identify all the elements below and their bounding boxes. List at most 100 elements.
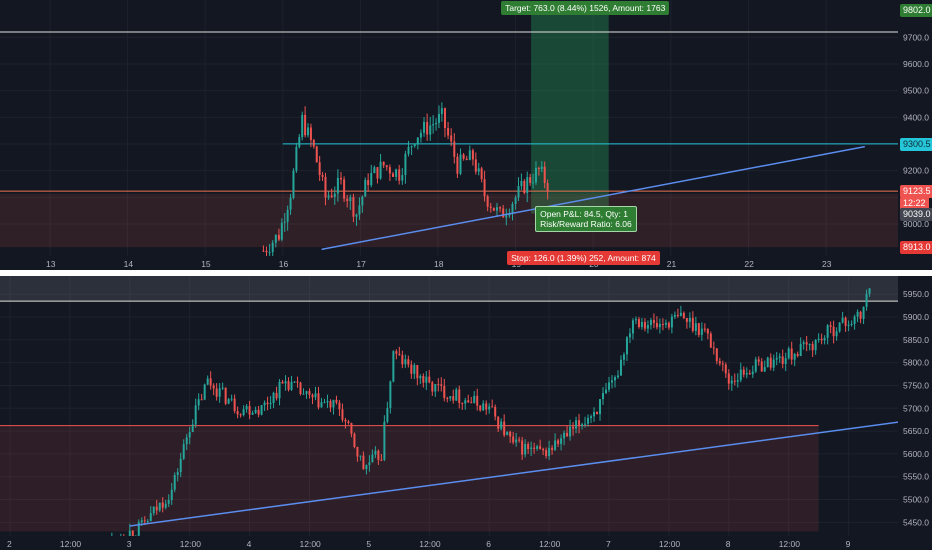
candle-body <box>284 381 287 384</box>
candle-body <box>155 506 158 511</box>
candle-body <box>401 175 404 181</box>
candle-body <box>269 403 272 405</box>
candle-body <box>326 400 329 403</box>
candle-body <box>817 338 820 340</box>
candle-body <box>739 369 742 381</box>
candle-body <box>274 234 277 243</box>
candle-body <box>251 412 254 415</box>
candle-body <box>227 399 230 404</box>
candle-body <box>450 135 453 142</box>
candle-body <box>245 406 248 410</box>
candle-body <box>388 167 391 174</box>
candle-body <box>386 408 389 422</box>
candle-body <box>431 382 434 392</box>
candle-body <box>435 122 438 125</box>
x-tick-label: 14 <box>124 259 134 269</box>
candle-body <box>398 169 401 181</box>
candle-body <box>742 369 745 375</box>
candle-body <box>385 165 388 168</box>
candle-body <box>437 113 440 123</box>
candle-body <box>346 198 349 202</box>
candle-body <box>718 361 721 364</box>
candle-body <box>266 402 269 405</box>
candle-body <box>197 399 200 406</box>
candle-body <box>329 400 332 408</box>
x-tick-label: 21 <box>667 259 677 269</box>
candle-body <box>440 384 443 386</box>
candle-body <box>593 411 596 417</box>
candle-body <box>340 177 342 180</box>
candle-body <box>185 437 188 445</box>
candle-body <box>423 122 426 133</box>
position-pnl-line: Open P&L: 84.5, Qty: 1 <box>540 208 628 219</box>
candle-body <box>443 108 446 129</box>
candle-body <box>778 356 781 358</box>
candle-body <box>152 506 155 514</box>
candle-body <box>832 326 835 337</box>
candle-body <box>703 328 706 330</box>
candle-body <box>670 316 673 328</box>
candle-body <box>376 167 379 179</box>
candle-body <box>299 382 302 394</box>
candle-body <box>407 359 410 365</box>
candle-body <box>332 399 335 408</box>
candle-body <box>330 195 333 197</box>
candle-body <box>823 337 826 341</box>
candle-body <box>143 520 146 522</box>
candle-body <box>465 158 468 161</box>
candle-body <box>383 421 386 460</box>
candle-body <box>619 359 622 376</box>
position-pnl-label: Open P&L: 84.5, Qty: 1 Risk/Reward Ratio… <box>535 205 637 232</box>
x-tick-label: 9 <box>846 539 851 549</box>
candle-body <box>838 322 841 332</box>
candle-body <box>533 447 536 449</box>
candle-body <box>389 381 392 409</box>
candle-body <box>643 321 646 329</box>
candle-body <box>271 242 274 253</box>
candle-body <box>511 203 514 214</box>
candle-body <box>432 124 435 126</box>
candle-body <box>805 342 808 345</box>
candle-body <box>814 339 817 351</box>
candle-body <box>566 432 569 437</box>
candle-body <box>368 462 371 466</box>
candle-body <box>517 186 520 198</box>
candle-body <box>499 207 502 209</box>
candle-body <box>563 432 566 439</box>
candle-body <box>736 380 739 382</box>
top-candlestick-chart[interactable]: 9700.09600.09500.09400.09300.09200.09100… <box>0 0 932 270</box>
candle-body <box>361 196 364 206</box>
candle-body <box>491 406 494 408</box>
candle-body <box>667 322 670 328</box>
candle-body <box>352 197 355 217</box>
position-target-label: Target: 763.0 (8.44%) 1526, Amount: 1763 <box>501 1 670 15</box>
candle-body <box>587 418 590 424</box>
x-tick-label: 7 <box>606 539 611 549</box>
y-tick-label: 9500.0 <box>903 86 929 96</box>
bottom-candlestick-chart[interactable]: 5950.0 5900.0 5850.0 5800.0 5750.0 5700.0 5650… <box>0 276 932 550</box>
candle-body <box>209 378 212 386</box>
y-tick-label: 5800.0 <box>903 358 929 368</box>
x-tick-label: 18 <box>434 259 444 269</box>
candle-body <box>480 168 483 180</box>
x-tick-label: 12:00 <box>300 539 322 549</box>
candle-body <box>272 392 275 404</box>
candle-body <box>224 387 227 404</box>
candle-body <box>486 196 489 207</box>
candle-body <box>608 382 610 390</box>
top-chart-pane[interactable]: 9700.09600.09500.09400.09300.09200.09100… <box>0 0 932 270</box>
candle-body <box>367 179 370 186</box>
candle-body <box>495 207 498 211</box>
candle-body <box>440 108 443 114</box>
y-tick-label: 9200.0 <box>903 166 929 176</box>
candle-body <box>437 384 440 386</box>
pane-divider[interactable] <box>0 270 932 276</box>
candle-body <box>471 150 474 160</box>
candle-body <box>298 137 301 147</box>
price-tag: 9802.0 <box>900 4 932 18</box>
bottom-chart-pane[interactable]: 5950.0 5900.0 5850.0 5800.0 5750.0 5700.0 5650… <box>0 276 932 550</box>
candle-body <box>164 503 167 508</box>
candle-body <box>524 444 527 455</box>
candle-body <box>324 176 327 198</box>
x-tick-label: 15 <box>201 259 211 269</box>
